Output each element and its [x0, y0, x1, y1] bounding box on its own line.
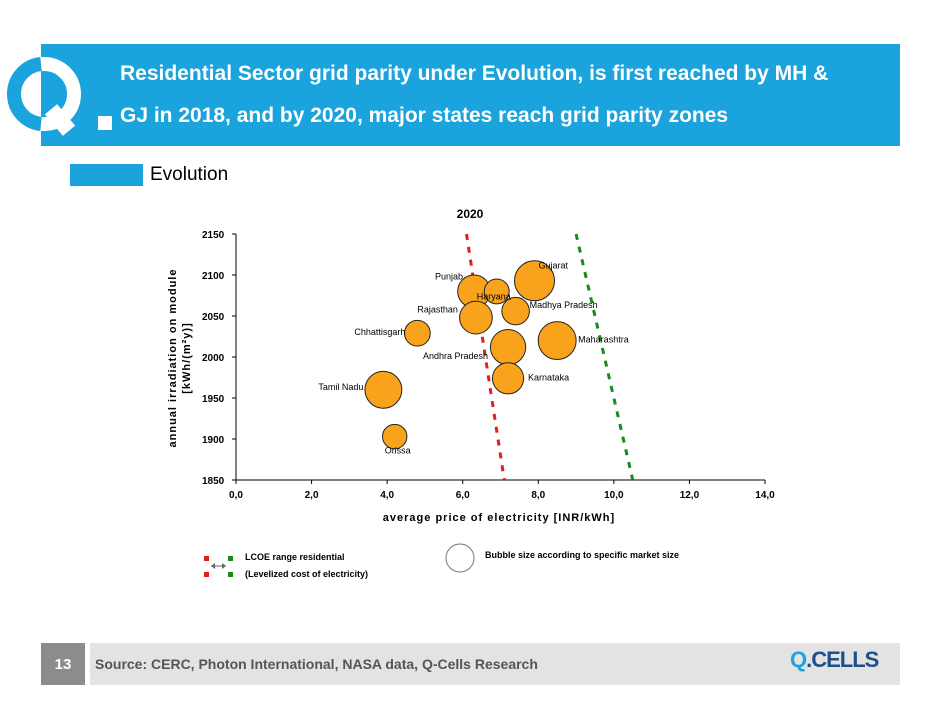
bubbles	[364, 260, 577, 450]
y-tick-label: 2100	[202, 271, 225, 282]
lcoe-line	[574, 233, 635, 481]
lcoe-legend-icon	[204, 556, 233, 577]
bubble-label-chhattisgarh: Chhattisgarh	[354, 327, 405, 337]
source-note: Source: CERC, Photon International, NASA…	[95, 656, 538, 672]
y-tick-label: 1900	[202, 435, 225, 446]
bubble-rajasthan	[459, 300, 493, 335]
bubble-label-punjab: Punjab	[435, 271, 463, 281]
bubble-label-gujarat: Gujarat	[539, 261, 569, 271]
bubble-tamil-nadu	[364, 370, 403, 409]
bubble-gujarat	[514, 260, 556, 302]
bubble-haryana	[483, 278, 510, 305]
brand-rest: .CELLS	[806, 647, 879, 672]
bubble-label-haryana: Haryana	[477, 291, 511, 301]
chart-axes: 0,0 2,0 4,0 6,0 8,0 10,0 12,0 14,0 2150 2100 2050 2…	[202, 230, 775, 501]
title-banner	[41, 44, 900, 146]
bubble-maharashtra	[537, 321, 577, 361]
x-tick-label: 14,0	[755, 490, 775, 501]
y-tick-label: 2050	[202, 312, 225, 323]
y-tick-label: 2150	[202, 230, 225, 241]
bubble-size-legend-icon	[445, 543, 475, 573]
y-tick-label: 1850	[202, 476, 225, 487]
x-tick-label: 12,0	[680, 490, 700, 501]
y-tick-label: 2000	[202, 353, 225, 364]
scenario-swatch	[70, 164, 143, 186]
bubble-andhra-pradesh	[489, 329, 527, 366]
bubble-label-rajasthan: Rajasthan	[417, 305, 458, 315]
y-tick-label: 1950	[202, 394, 225, 405]
x-tick-label: 6,0	[456, 490, 470, 501]
x-tick-label: 4,0	[380, 490, 394, 501]
bubble-label-tamil-nadu: Tamil Nadu	[318, 382, 363, 392]
brand-q: Q	[790, 647, 807, 672]
scenario-label: Evolution	[150, 164, 229, 185]
x-axis-label: average price of electricity [INR/kWh]	[383, 512, 615, 524]
bubble-label-karnataka: Karnataka	[528, 372, 569, 382]
slide-title-line-2: GJ in 2018, and by 2020, major states re…	[120, 104, 729, 127]
x-tick-label: 10,0	[604, 490, 624, 501]
bubble-orissa	[382, 423, 408, 450]
bubble-chhattisgarh	[404, 319, 431, 347]
y-axis-label-line2: [kWh/(m²y)]	[181, 322, 193, 394]
x-tick-label: 2,0	[305, 490, 319, 501]
bubble-karnataka	[491, 362, 525, 395]
footer-bar	[90, 643, 900, 685]
page-number: 13	[41, 643, 85, 685]
lcoe-legend-line1: LCOE range residential	[245, 552, 345, 562]
lcoe-legend-line2: (Levelized cost of electricity)	[245, 569, 368, 579]
q-logo-icon	[0, 44, 118, 146]
bubble-label-orissa: Orissa	[385, 446, 411, 456]
brand-logo: Q.CELLS	[790, 647, 879, 673]
chart-title: 2020	[457, 207, 484, 221]
y-axis-label-line1: annual irradiation on module	[167, 269, 179, 448]
slide-title-line-1: Residential Sector grid parity under Evo…	[120, 62, 829, 85]
bubble-madhya-pradesh	[501, 296, 530, 326]
bubble-label-madhya-pradesh: Madhya Pradesh	[530, 300, 598, 310]
bubble-label-maharashtra: Maharashtra	[578, 335, 629, 345]
bubble-size-legend: Bubble size according to specific market…	[485, 550, 679, 560]
x-tick-label: 8,0	[531, 490, 545, 501]
bubble-labels: Gujarat Punjab Haryana Rajasthan Madhya Prad…	[318, 261, 628, 456]
bubble-label-andhra-pradesh: Andhra Pradesh	[423, 351, 488, 361]
x-tick-label: 0,0	[229, 490, 243, 501]
